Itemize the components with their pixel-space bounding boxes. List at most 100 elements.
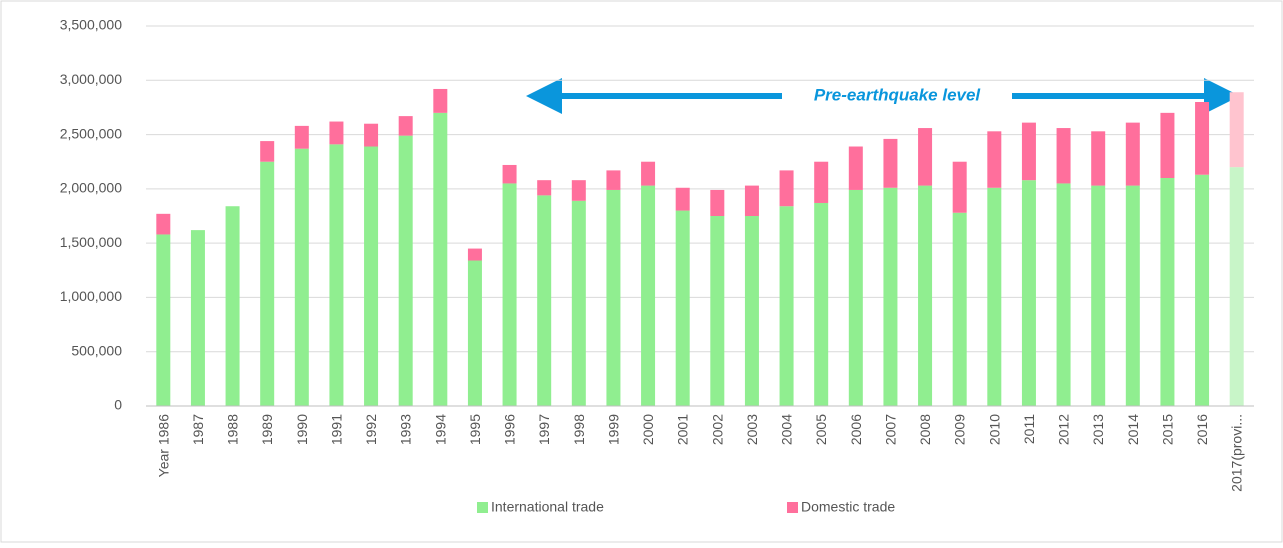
bar-segment <box>467 260 482 406</box>
x-tick-label: 2001 <box>675 414 691 445</box>
x-tick-label: 2002 <box>709 414 725 445</box>
bar-segment <box>1229 167 1244 406</box>
x-tick-label: 2014 <box>1125 414 1141 445</box>
annotation: Pre-earthquake level <box>814 85 982 104</box>
x-tick-label: 1988 <box>225 414 241 445</box>
bar-segment <box>260 141 275 162</box>
y-tick-label: 3,000,000 <box>60 71 122 87</box>
y-tick-label: 0 <box>114 397 122 413</box>
x-tick-label: 2000 <box>640 414 656 445</box>
bar-segment <box>744 185 759 216</box>
bar-segment <box>606 189 621 406</box>
x-tick-label: 1999 <box>605 414 621 445</box>
x-tick-label: 1989 <box>259 414 275 445</box>
bar-segment <box>537 195 552 406</box>
x-tick-label: Year 1986 <box>155 414 171 478</box>
bar-segment <box>883 187 898 406</box>
bar-segment <box>848 146 863 190</box>
x-tick-label: 2005 <box>813 414 829 445</box>
bar-segment <box>952 212 967 406</box>
y-tick-label: 2,500,000 <box>60 125 122 141</box>
bar-segment <box>987 187 1002 406</box>
bar-segment <box>952 161 967 213</box>
x-tick-label: 1997 <box>536 414 552 445</box>
bar-segment <box>1160 112 1175 178</box>
bar-segment <box>710 216 725 406</box>
x-tick-label: 2004 <box>779 414 795 445</box>
bar-segment <box>467 248 482 261</box>
bar-segment <box>294 125 309 149</box>
bar-segment <box>398 135 413 406</box>
x-tick-label: 1990 <box>294 414 310 445</box>
bar-segment <box>398 116 413 136</box>
bar-segment <box>156 213 171 235</box>
x-tick-label: 1994 <box>432 414 448 445</box>
bar-segment <box>1021 122 1036 181</box>
y-tick-label: 1,500,000 <box>60 234 122 250</box>
y-tick-label: 3,500,000 <box>60 17 122 33</box>
x-tick-label: 2011 <box>1021 414 1037 444</box>
bar-segment <box>1056 183 1071 406</box>
bar-segment <box>1195 102 1210 175</box>
bar-segment <box>606 170 621 190</box>
x-tick-label: 1996 <box>502 414 518 445</box>
bar-segment <box>814 161 829 203</box>
bar-segment <box>190 230 205 406</box>
bar-segment <box>1160 178 1175 406</box>
legend-label: International trade <box>491 499 604 515</box>
legend-swatch <box>477 502 488 513</box>
x-tick-label: 1992 <box>363 414 379 445</box>
bar-segment <box>364 123 379 147</box>
legend-label: Domestic trade <box>801 499 895 515</box>
x-tick-label: 2017(provi... <box>1229 414 1245 492</box>
x-tick-label: 2013 <box>1090 414 1106 445</box>
bar-segment <box>710 189 725 216</box>
legend-swatch <box>787 502 798 513</box>
x-tick-label: 1991 <box>328 414 344 445</box>
x-tick-label: 1998 <box>571 414 587 445</box>
x-tick-label: 2003 <box>744 414 760 445</box>
bar-segment <box>571 200 586 406</box>
bar-segment <box>883 138 898 188</box>
bar-segment <box>1195 174 1210 406</box>
bar-segment <box>571 180 586 201</box>
y-tick-label: 1,000,000 <box>60 288 122 304</box>
bar-segment <box>294 148 309 406</box>
x-tick-label: 2008 <box>917 414 933 445</box>
bar-segment <box>156 234 171 406</box>
bar-segment <box>1056 128 1071 184</box>
bar-segment <box>779 206 794 406</box>
bar-segment <box>779 170 794 207</box>
bar-segment <box>1091 131 1106 186</box>
bar-segment <box>433 88 448 113</box>
bar-segment <box>848 189 863 406</box>
bar-segment <box>1125 185 1140 406</box>
x-tick-label: 2016 <box>1194 414 1210 445</box>
bar-segment <box>918 185 933 406</box>
bar-segment <box>744 216 759 406</box>
bar-segment <box>641 185 656 406</box>
bar-segment <box>502 183 517 406</box>
bar-segment <box>329 144 344 407</box>
y-tick-label: 500,000 <box>71 342 122 358</box>
bar-segment <box>1021 180 1036 406</box>
x-tick-label: 2009 <box>952 414 968 445</box>
bar-segment <box>1125 122 1140 186</box>
x-tick-label: 1987 <box>190 414 206 445</box>
bar-segment <box>987 131 1002 188</box>
bar-segment <box>918 128 933 186</box>
x-tick-label: 2010 <box>986 414 1002 445</box>
bar-segment <box>364 146 379 406</box>
y-tick-label: 2,000,000 <box>60 180 122 196</box>
bar-segment <box>329 121 344 145</box>
bar-segment <box>433 112 448 406</box>
bar-segment <box>641 161 656 186</box>
x-tick-label: 1993 <box>398 414 414 445</box>
bar-segment <box>675 187 690 211</box>
bar-segment <box>814 202 829 406</box>
bar-segment <box>225 206 240 406</box>
bar-segment <box>537 180 552 196</box>
bar-segment <box>675 210 690 406</box>
bar-segment <box>1091 185 1106 406</box>
